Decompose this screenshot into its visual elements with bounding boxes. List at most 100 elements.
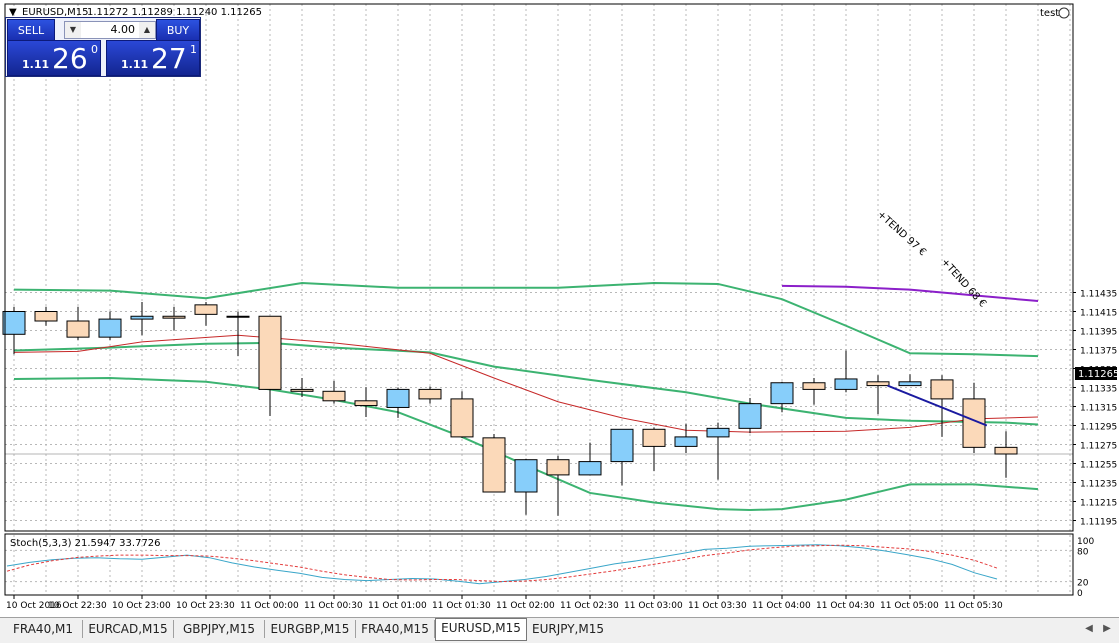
candle-bear — [994, 446, 1018, 455]
candle-bear — [194, 304, 218, 315]
time-tick-label: 11 Oct 05:00 — [880, 601, 939, 611]
candle-bear — [642, 428, 666, 447]
candle-bull — [514, 459, 538, 493]
trade-annotation-1: +TEND 97 € — [875, 209, 928, 258]
axes: 1.114351.114151.113951.113751.113551.113… — [6, 290, 1117, 612]
moving-average-red — [13, 334, 1039, 433]
time-tick-label: 11 Oct 03:30 — [688, 601, 747, 611]
candle-bear — [450, 398, 474, 438]
time-tick-label: 11 Oct 03:00 — [624, 601, 683, 611]
price-tick-label: 1.11195 — [1080, 518, 1117, 528]
candle-bull — [610, 428, 634, 463]
candle-bull — [738, 403, 762, 429]
candle-bull — [674, 436, 698, 447]
smiley-icon[interactable] — [1058, 7, 1070, 19]
tabs-scroll-left-icon[interactable]: ◀ — [1085, 623, 1093, 634]
time-tick-label: 10 Oct 22:30 — [48, 601, 107, 611]
price-tick-label: 1.11295 — [1080, 423, 1117, 433]
time-tick-label: 10 Oct 23:30 — [176, 601, 235, 611]
time-tick-label: 11 Oct 02:00 — [496, 601, 555, 611]
candle-bear — [258, 315, 282, 390]
lot-decrease-icon[interactable]: ▼ — [65, 22, 81, 38]
candle-bear — [162, 315, 186, 319]
buy-price-big: 27 — [151, 42, 187, 75]
price-tick-label: 1.11335 — [1080, 385, 1117, 395]
price-tick-label: 1.11255 — [1080, 461, 1117, 471]
candle-bull — [226, 315, 250, 318]
sell-price-big: 26 — [52, 42, 88, 75]
price-tick-label: 1.11275 — [1080, 442, 1117, 452]
buy-button[interactable]: BUY — [156, 19, 200, 41]
buy-price-sup: 1 — [190, 43, 197, 56]
one-click-trade-panel: SELL ▼ 4.00 ▲ BUY 1.11 26 0 1.11 27 1 — [5, 17, 201, 77]
candle-bull — [2, 311, 26, 335]
candle-bull — [578, 461, 602, 476]
price-tick-label: 1.11395 — [1080, 328, 1117, 338]
price-tick-label: 1.11235 — [1080, 480, 1117, 490]
tab-eurcad-m15[interactable]: EURCAD,M15 — [83, 620, 174, 638]
time-tick-label: 11 Oct 00:00 — [240, 601, 299, 611]
time-tick-label: 10 Oct 23:00 — [112, 601, 171, 611]
bollinger-bands — [13, 281, 1039, 512]
lot-size-field[interactable]: ▼ 4.00 ▲ — [64, 21, 156, 39]
candle-bear — [354, 400, 378, 407]
sell-price-prefix: 1.11 — [22, 58, 50, 71]
main-frame — [4, 3, 1074, 532]
candle-bear — [546, 459, 570, 476]
time-tick-label: 11 Oct 01:30 — [432, 601, 491, 611]
stoch-frame — [4, 533, 1074, 596]
tabs-scroll-right-icon[interactable]: ▶ — [1103, 623, 1111, 634]
candle-bear — [290, 388, 314, 392]
candle-bull — [386, 388, 410, 408]
candle-bear — [866, 381, 890, 387]
tab-fra40-m1[interactable]: FRA40,M1 — [4, 620, 83, 638]
candle-bear — [34, 311, 58, 322]
stoch-label: Stoch(5,3,3) 21.5947 33.7726 — [10, 538, 161, 549]
trend-line — [887, 384, 988, 427]
price-tick-label: 1.11375 — [1080, 347, 1117, 357]
moving-average-purple — [781, 284, 1039, 303]
price-tick-label: 1.11435 — [1080, 290, 1117, 300]
candle-bear — [930, 379, 954, 400]
trade-annotation-2: +TEND 68 € — [939, 257, 988, 310]
sell-price-box[interactable]: 1.11 26 0 — [7, 40, 101, 76]
stoch-level-label: 20 — [1077, 579, 1089, 589]
stoch-signal-line — [6, 544, 998, 583]
price-tick-label: 1.11215 — [1080, 499, 1117, 509]
current-price-tag — [1075, 367, 1117, 380]
ea-label: test — [1040, 8, 1059, 19]
candle-bear — [418, 388, 442, 400]
tab-eurusd-m15[interactable]: EURUSD,M15 — [435, 618, 527, 641]
candle-bull — [130, 315, 154, 320]
tab-eurjpy-m15[interactable]: EURJPY,M15 — [532, 622, 604, 636]
chart-grid — [5, 4, 1073, 594]
price-tick-label: 1.11415 — [1080, 309, 1117, 319]
ohlc-values: 1.11272 1.11289 1.11240 1.11265 — [87, 7, 262, 18]
chart-tabs-bar: FRA40,M1 EURCAD,M15 GBPJPY,M15 EURGBP,M1… — [0, 617, 1119, 643]
time-tick-label: 11 Oct 04:30 — [816, 601, 875, 611]
tab-eurgbp-m15[interactable]: EURGBP,M15 — [265, 620, 356, 638]
sell-button[interactable]: SELL — [7, 19, 55, 41]
candle-bull — [834, 378, 858, 390]
candle-bull — [898, 381, 922, 387]
tab-fra40-m15[interactable]: FRA40,M15 — [356, 620, 435, 638]
candle-bull — [98, 318, 122, 338]
candle-bull — [770, 382, 794, 405]
buy-price-box[interactable]: 1.11 27 1 — [106, 40, 200, 76]
lot-size-value[interactable]: 4.00 — [110, 23, 136, 36]
stoch-level-label: 100 — [1077, 537, 1094, 547]
tab-gbpjpy-m15[interactable]: GBPJPY,M15 — [174, 620, 265, 638]
band-upper — [13, 281, 1039, 358]
sell-price-sup: 0 — [91, 43, 98, 56]
candle-bear — [66, 320, 90, 338]
band-lower — [13, 376, 1039, 512]
lot-increase-icon[interactable]: ▲ — [139, 22, 155, 38]
candle-bull — [706, 427, 730, 438]
current-price-label: 1.11265 — [1078, 369, 1119, 380]
stoch-level-label: 0 — [1077, 589, 1083, 599]
buy-price-prefix: 1.11 — [121, 58, 149, 71]
time-tick-label: 11 Oct 04:00 — [752, 601, 811, 611]
band-middle — [13, 341, 1039, 426]
